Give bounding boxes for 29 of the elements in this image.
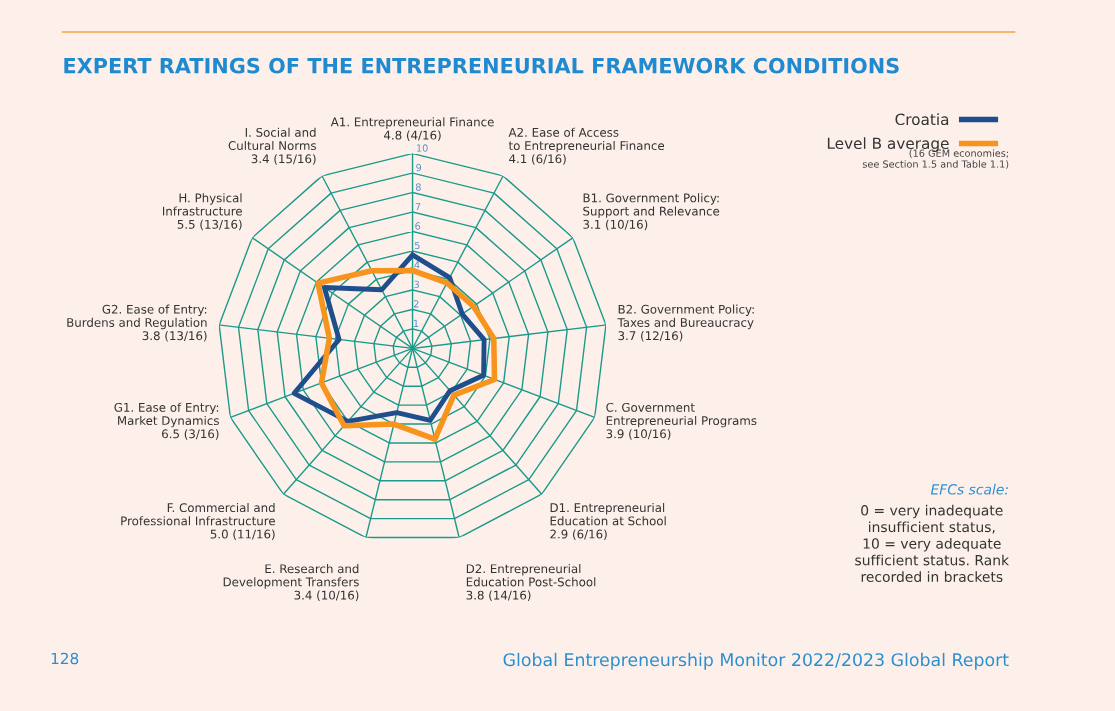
y-tick-label: 4 (414, 261, 420, 269)
spoke-label: H. Physical Infrastructure 5.5 (13/16) (162, 193, 242, 231)
spoke-label: B1. Government Policy: Support and Relevance 3.1 (10/16) (583, 193, 720, 231)
y-tick-label: 10 (417, 144, 428, 152)
spoke-label: D2. Entrepreneurial Education Post-School 3.8 (14/16) (466, 564, 596, 601)
y-tick-label: 5 (415, 241, 420, 250)
y-tick-label: 2 (413, 300, 419, 308)
spoke-label: A2. Ease of Access to Entrepreneurial Finance 4.1 (6/16) (508, 127, 665, 165)
y-tick-label: 3 (414, 280, 419, 289)
text: 0 = very inadequate insufficient status, 10 = very adequate sufficient status. Rank recorded in brackets (855, 504, 1010, 582)
spoke-label: I. Social and Cultural Norms 3.4 (15/16) (228, 127, 317, 165)
spoke-label: F. Commercial and Professional Infrastructure 5.0 (11/16) (121, 502, 275, 540)
y-tick-label: 6 (415, 222, 421, 230)
text: 128 (51, 652, 79, 665)
y-tick-label: 1 (413, 319, 419, 327)
y-tick-label: 9 (416, 163, 422, 172)
text: Global Entrepreneurship Monitor 2022/2023 Global Report (503, 652, 1009, 670)
chart-title: EXPERT RATINGS OF THE ENTREPRENEURIAL FRAMEWORK CONDITIONS (64, 57, 899, 74)
spoke-label: G2. Ease of Entry: Burdens and Regulation 3.8 (13/16) (67, 304, 207, 342)
spoke-label: E. Research and Development Transfers 3.4 (10/16) (223, 564, 359, 601)
text: EFCs scale: (930, 483, 1008, 495)
spoke-label: C. Government Entrepreneurial Programs 3.9 (10/16) (606, 402, 757, 440)
spoke-label: B2. Government Policy: Taxes and Bureaucracy 3.7 (12/16) (617, 304, 754, 342)
legend-label: Croatia (895, 113, 949, 126)
spoke-label: D1. Entrepreneurial Education at School 2.9 (6/16) (550, 502, 666, 540)
y-tick-label: 8 (415, 183, 421, 191)
spoke-label: A1. Entrepreneurial Finance 4.8 (4/16) (330, 117, 494, 141)
spoke-label: G1. Ease of Entry: Market Dynamics 6.5 (3/16) (114, 402, 219, 440)
y-tick-label: 7 (415, 202, 421, 211)
